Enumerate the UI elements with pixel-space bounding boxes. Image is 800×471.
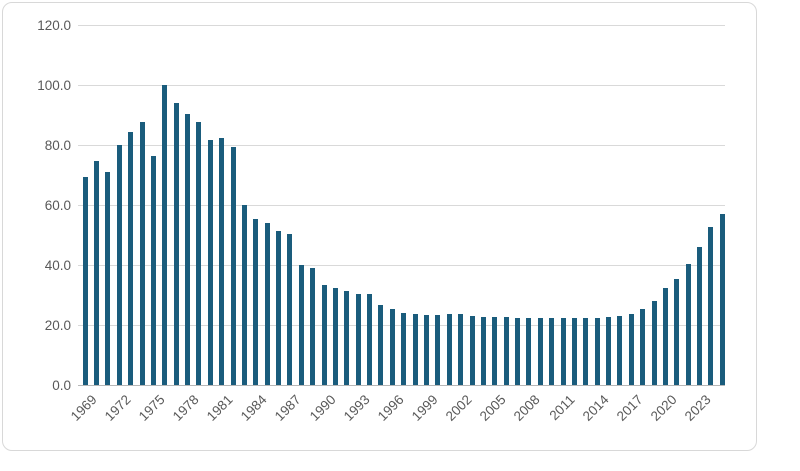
y-tick-label: 100.0 [37,78,71,93]
y-tick-label: 40.0 [44,258,71,273]
bar-2023 [697,247,703,385]
y-tick-label: 60.0 [44,198,71,213]
bar-1989 [310,267,316,385]
gridline [78,265,725,266]
bar-1993 [355,294,361,385]
plot-area [78,25,725,386]
bar-2014 [594,317,600,385]
bar-2021 [674,278,680,385]
bar-2017 [628,314,634,385]
bar-2002 [458,314,464,385]
bar-1973 [128,132,134,385]
bar-1970 [94,160,100,385]
bar-2012 [571,317,577,385]
bar-1990 [321,285,327,385]
bar-2018 [640,309,646,385]
bar-2008 [526,318,532,385]
gridline [78,25,725,26]
bar-1986 [276,230,282,385]
bar-1995 [378,304,384,385]
bar-2019 [651,300,657,385]
bar-1998 [412,314,418,385]
gridline [78,85,725,86]
bar-2011 [560,317,566,385]
bar-1978 [185,113,191,385]
bar-1987 [287,233,293,385]
bar-1996 [389,309,395,385]
bar-2007 [515,317,521,385]
bar-1997 [401,313,407,385]
bar-2005 [492,316,498,385]
bar-2001 [446,314,452,385]
bar-2025 [719,214,725,385]
bar-1991 [332,288,338,385]
bar-2013 [583,317,589,385]
bar-1975 [150,156,156,385]
bar-1994 [367,294,373,385]
bar-2004 [480,317,486,385]
bar-1980 [207,139,213,385]
bar-1992 [344,291,350,385]
y-tick-label: 20.0 [44,318,71,333]
y-tick-label: 120.0 [37,18,71,33]
y-tick-label: 80.0 [44,138,71,153]
bar-2024 [708,226,714,385]
bar-2022 [685,263,691,385]
bar-2003 [469,315,475,385]
bar-2016 [617,315,623,385]
bar-2010 [549,318,555,385]
bar-1969 [82,177,88,385]
gridline [78,205,725,206]
bar-1977 [173,103,179,385]
bar-1999 [424,315,429,385]
bar-1985 [264,223,270,385]
x-axis-line [78,385,725,386]
bar-1981 [219,137,225,385]
bar-1972 [116,145,122,385]
bar-1971 [105,172,111,385]
y-tick-label: 0.0 [52,378,71,393]
bar-2009 [537,318,543,385]
bar-1974 [139,122,145,385]
bar-2020 [662,287,668,385]
bar-1984 [253,219,259,385]
bar-1979 [196,122,202,385]
bar-1983 [241,205,247,385]
bar-1988 [298,265,304,385]
bar-2006 [503,316,509,385]
bar-2015 [606,316,612,385]
bar-1982 [230,146,236,385]
gridline [78,145,725,146]
bar-2000 [435,315,441,385]
bar-1976 [162,85,168,385]
